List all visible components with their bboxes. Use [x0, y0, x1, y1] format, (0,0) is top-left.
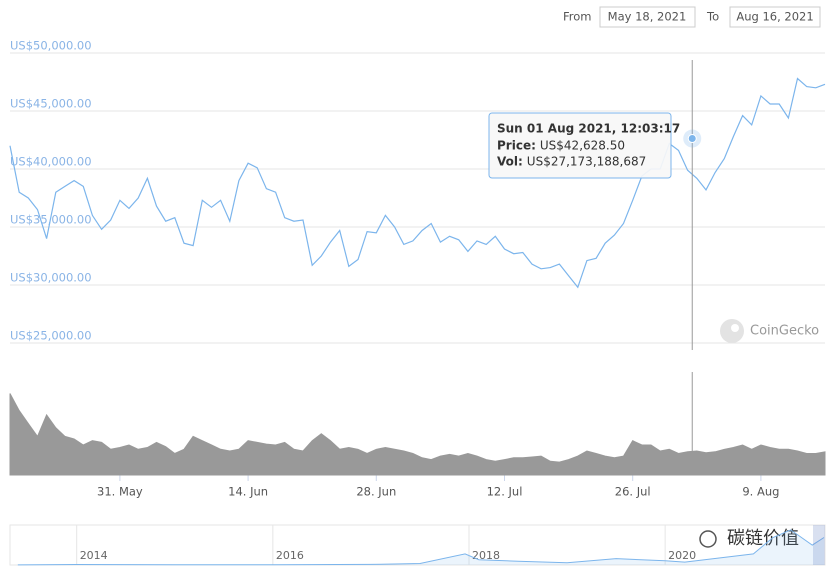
x-tick-label: 12. Jul: [487, 485, 523, 499]
y-tick-label: US$45,000.00: [10, 97, 92, 111]
x-tick-label: 9. Aug: [742, 485, 779, 499]
y-tick-label: US$25,000.00: [10, 329, 92, 343]
hover-point: [687, 134, 697, 144]
navigator-selection: [813, 525, 825, 565]
x-tick-label: 28. Jun: [356, 485, 396, 499]
watermark-icon: [699, 530, 717, 548]
navigator-line: [17, 529, 825, 566]
tooltip-value: US$42,628.50: [540, 139, 625, 153]
credit: CoinGecko: [750, 324, 819, 339]
navigator-tick-label: 2014: [80, 549, 108, 562]
price-line: [9, 77, 826, 289]
tooltip-label: Price:: [497, 139, 536, 153]
x-tick-label: 31. May: [97, 485, 143, 499]
navigator-area: [17, 529, 825, 565]
navigator-frame: [9, 524, 826, 566]
from-date[interactable]: May 18, 2021: [608, 10, 687, 24]
navigator-tick-label: 2016: [276, 549, 304, 562]
tooltip-time: Sun 01 Aug 2021, 12:03:17: [497, 122, 680, 136]
y-tick-label: US$50,000.00: [10, 39, 92, 53]
watermark: 碳链价值: [727, 528, 799, 549]
credit-logo-eye: [731, 324, 739, 332]
to-input[interactable]: [729, 6, 821, 28]
credit-logo: [720, 319, 744, 343]
tooltip-label: Vol:: [497, 155, 523, 169]
x-tick-label: 14. Jun: [228, 485, 268, 499]
tooltip-box: [488, 112, 672, 179]
from-input[interactable]: [599, 6, 696, 28]
navigator-tick-label: 2020: [668, 549, 696, 562]
y-tick-label: US$30,000.00: [10, 271, 92, 285]
to-date[interactable]: Aug 16, 2021: [736, 10, 813, 24]
y-tick-label: US$40,000.00: [10, 155, 92, 169]
navigator-tick-label: 2018: [472, 549, 500, 562]
x-tick-label: 26. Jul: [615, 485, 651, 499]
from-label: From: [563, 10, 592, 24]
volume-area: [9, 393, 826, 476]
tooltip-value: US$27,173,188,687: [527, 155, 646, 169]
to-label: To: [706, 10, 719, 24]
